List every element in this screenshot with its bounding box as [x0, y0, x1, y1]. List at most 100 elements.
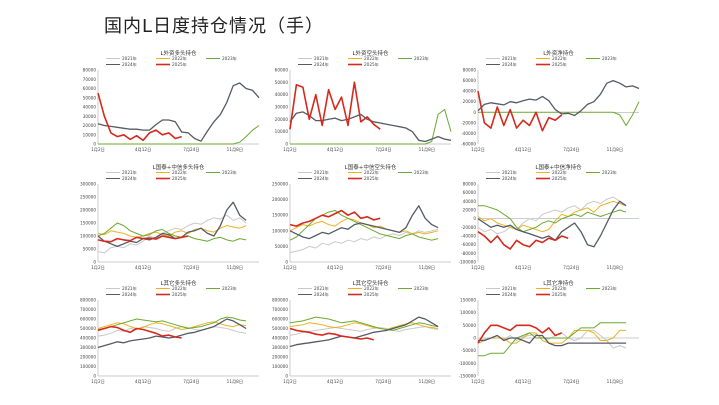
chart-title: L外资空头持仓	[352, 49, 389, 57]
y-tick-label: 200000	[272, 197, 288, 202]
x-tick-label: 4月12日	[327, 265, 343, 271]
legend-label: 2024年	[502, 175, 517, 182]
x-tick-label: 11月8日	[227, 379, 243, 385]
chart-title: L国泰+中信净持仓	[535, 163, 582, 171]
series-line	[478, 205, 627, 233]
legend-label: 2021年	[502, 285, 517, 292]
y-tick-label: 300000	[80, 345, 96, 350]
chart-title: L外资多头持仓	[160, 49, 197, 57]
series-line	[478, 334, 627, 347]
x-tick-label: 4月12日	[515, 147, 531, 153]
y-tick-label: 0	[473, 216, 476, 221]
y-tick-label: 50000	[463, 323, 477, 328]
y-tick-label: 60000	[275, 68, 289, 73]
y-tick-label: 100000	[272, 228, 288, 233]
legend-label: 2024年	[314, 175, 329, 182]
y-tick-label: 500000	[272, 326, 288, 331]
y-tick-label: 700000	[272, 307, 288, 312]
legend-label: 2023年	[222, 55, 237, 62]
x-tick-label: 7月24日	[183, 265, 199, 271]
series-line	[477, 329, 627, 344]
chart-net-foreign: L外资净持仓 2021年 2022年 2023年 2024年 2025年 -60000 -40…	[461, 49, 640, 153]
y-tick-label: 500000	[80, 326, 96, 331]
y-tick-label: 0	[285, 260, 288, 265]
x-tick-label: 4月12日	[135, 379, 151, 385]
series-line	[97, 92, 182, 142]
y-tick-label: 0	[473, 110, 476, 115]
x-tick-label: 1月2日	[283, 265, 297, 271]
x-tick-label: 7月24日	[375, 147, 391, 153]
legend-label: 2021年	[502, 55, 517, 62]
series-line	[290, 109, 452, 145]
legend-label: 2025年	[364, 61, 379, 68]
y-tick-label: 100000	[272, 364, 288, 369]
y-tick-label: 200000	[80, 208, 96, 213]
y-tick-label: 100000	[80, 234, 96, 239]
x-tick-label: 4月12日	[327, 147, 343, 153]
chart-net-other: L其它净持仓 2021年 2022年 2023年 2024年 2025年 -150000 -1…	[459, 279, 639, 385]
series-line	[478, 322, 627, 357]
y-tick-label: 400000	[272, 336, 288, 341]
y-tick-label: -100000	[459, 260, 477, 265]
legend-label: 2023年	[222, 285, 237, 292]
x-tick-label: 4月12日	[135, 265, 151, 271]
y-tick-label: 60000	[463, 78, 477, 83]
y-tick-label: 150000	[460, 298, 476, 303]
series-line	[289, 316, 439, 331]
series-line	[289, 326, 439, 336]
y-tick-label: 80000	[463, 182, 477, 187]
chart-net-guotai-citic: L国泰+中信净持仓 2021年 2022年 2023年 2024年 2025年 -10000…	[459, 163, 639, 271]
x-tick-label: 1月2日	[471, 265, 485, 271]
y-tick-label: 80000	[83, 68, 97, 73]
y-tick-label: 30000	[83, 114, 97, 119]
y-tick-label: 30000	[275, 105, 289, 110]
x-tick-label: 1月2日	[91, 379, 105, 385]
y-tick-label: -150000	[459, 374, 477, 379]
series-line	[477, 200, 627, 248]
legend-label: 2021年	[314, 285, 329, 292]
y-tick-label: 100000	[460, 310, 476, 315]
x-tick-label: 4月12日	[327, 379, 343, 385]
x-tick-label: 4月12日	[515, 379, 531, 385]
y-tick-label: 600000	[80, 317, 96, 322]
y-tick-label: 20000	[275, 117, 289, 122]
legend-label: 2022年	[172, 169, 187, 176]
y-tick-label: 50000	[83, 247, 97, 252]
legend-label: 2025年	[364, 175, 379, 182]
legend-label: 2025年	[172, 61, 187, 68]
legend-label: 2025年	[552, 291, 567, 298]
y-tick-label: 50000	[83, 95, 97, 100]
y-tick-label: 40000	[83, 105, 97, 110]
y-tick-label: 80000	[463, 68, 477, 73]
series-line	[97, 201, 247, 248]
series-line	[289, 209, 381, 227]
legend-label: 2024年	[314, 291, 329, 298]
chart-long-other: L其它多头持仓 2021年 2022年 2023年 2024年 2025年 0 100000 2…	[80, 279, 259, 385]
y-tick-label: 40000	[463, 89, 477, 94]
series-line	[477, 329, 627, 349]
series-line	[289, 111, 452, 143]
y-tick-label: 40000	[275, 92, 289, 97]
y-tick-label: 0	[93, 374, 96, 379]
y-tick-label: -100000	[459, 361, 477, 366]
y-tick-label: 150000	[272, 213, 288, 218]
chart-title: L其它多头持仓	[160, 279, 197, 287]
chart-short-foreign: L外资空头持仓 2021年 2022年 2023年 2024年 2025年 0 10000 20…	[275, 49, 452, 153]
y-tick-label: 20000	[83, 123, 97, 128]
chart-title: L其它净持仓	[543, 279, 574, 287]
series-line	[477, 231, 569, 250]
series-line	[97, 214, 247, 254]
y-tick-label: 50000	[275, 80, 289, 85]
series-line	[97, 225, 247, 238]
y-tick-label: -50000	[461, 348, 476, 353]
x-tick-label: 11月8日	[227, 265, 243, 271]
legend-label: 2023年	[602, 169, 617, 176]
y-tick-label: 600000	[272, 317, 288, 322]
y-tick-label: 60000	[463, 190, 477, 195]
x-tick-label: 7月24日	[183, 147, 199, 153]
x-tick-label: 1月2日	[91, 265, 105, 271]
y-tick-label: -20000	[461, 225, 476, 230]
y-tick-label: 400000	[80, 336, 96, 341]
y-tick-label: -20000	[461, 120, 476, 125]
y-tick-label: 200000	[80, 355, 96, 360]
